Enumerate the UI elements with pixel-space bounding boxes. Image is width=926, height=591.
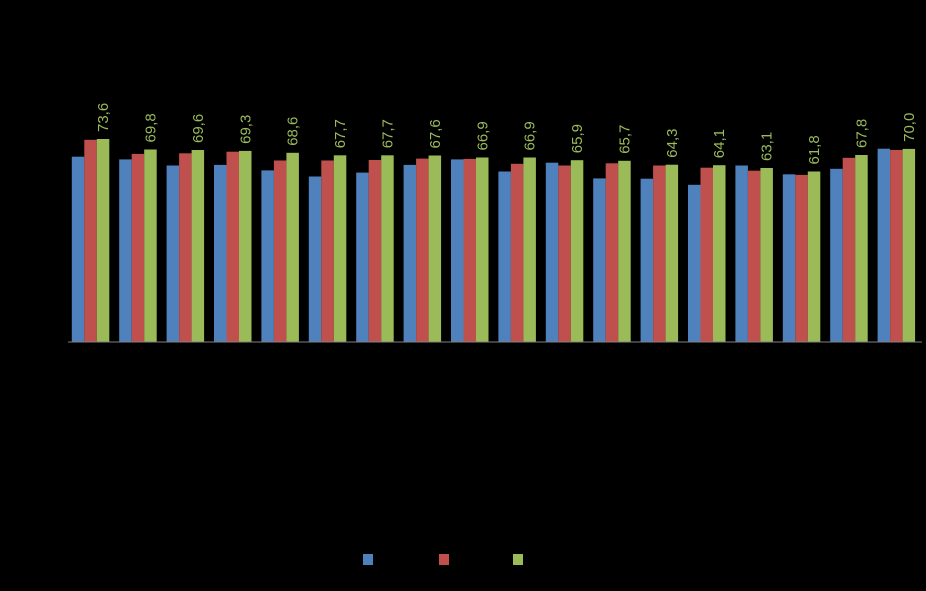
bar-s3-12 [618,160,631,342]
bar-s1-5 [261,170,274,342]
bar-s1-9 [451,159,464,342]
bar-s1-16 [782,174,796,342]
bar-s3-15 [760,168,773,342]
bar-s3-8 [428,155,442,342]
bar-s3-4 [239,150,252,342]
bar-s2-14 [700,167,713,342]
bar-s1-7 [356,172,369,342]
data-label-6: 67,7 [332,119,349,148]
bar-s2-15 [747,170,761,342]
bar-s2-11 [558,165,571,342]
bar-s3-2 [144,149,157,342]
bar-s3-1 [96,139,110,342]
bar-s3-7 [381,155,394,342]
bar-s1-18 [877,148,891,342]
data-labels-group: 73,6 69,8 69,6 69,3 68,6 67,7 67,7 67,6 66,9 66,9… [95,103,918,165]
bar-s1-13 [640,178,654,342]
bar-s2-13 [653,165,666,342]
bars-group [71,139,916,342]
bar-s1-8 [403,164,417,342]
bar-s2-8 [416,158,429,342]
data-label-18: 70,0 [901,113,918,142]
bar-s1-2 [119,159,132,342]
bar-s2-7 [368,160,382,342]
bar-s3-9 [476,157,489,342]
bar-s2-2 [131,153,145,342]
bar-s2-18 [890,150,903,342]
bar-s2-16 [795,174,808,342]
data-label-9: 66,9 [474,121,491,150]
legend-marker-2 [439,554,449,565]
bar-s1-6 [308,176,322,342]
data-label-14: 64,1 [711,129,728,158]
bar-s3-3 [191,150,205,342]
data-label-15: 63,1 [759,132,776,161]
bar-s3-17 [855,155,868,342]
bar-s3-14 [713,165,726,342]
bar-s1-14 [688,184,701,342]
data-label-4: 69,3 [237,115,254,144]
bar-s1-4 [214,164,227,342]
data-label-13: 64,3 [664,128,681,157]
data-label-3: 69,6 [190,114,207,143]
bar-s3-5 [286,152,299,342]
bar-s1-3 [166,165,180,342]
bar-s1-1 [71,156,85,342]
data-label-2: 69,8 [142,113,159,142]
data-label-10: 66,9 [522,121,539,150]
bar-s1-15 [735,165,748,342]
data-label-11: 65,9 [569,124,586,153]
bar-s2-10 [510,163,524,342]
data-label-17: 67,8 [853,119,870,148]
bar-s3-6 [333,155,347,342]
bar-s1-10 [498,171,511,342]
bar-s2-3 [179,153,192,342]
bar-s2-6 [321,160,334,342]
bar-s3-11 [570,160,584,342]
data-label-5: 68,6 [285,117,302,146]
bar-s2-5 [273,160,287,342]
legend-marker-1 [363,554,373,565]
data-label-1: 73,6 [95,103,112,132]
bar-s2-4 [226,151,239,342]
bar-s2-1 [84,139,97,342]
bar-s2-12 [605,163,619,342]
bar-s1-11 [545,162,559,342]
bar-s1-12 [593,178,606,342]
data-label-8: 67,6 [427,119,444,148]
legend [363,554,523,565]
data-label-12: 65,7 [616,125,633,154]
bar-s2-9 [463,158,476,342]
bar-s3-18 [902,148,916,342]
bar-s3-10 [523,157,536,342]
data-label-7: 67,7 [379,119,396,148]
legend-marker-3 [513,554,523,565]
bar-s2-17 [842,157,856,342]
data-label-16: 61,8 [806,135,823,164]
bar-s1-17 [830,168,843,342]
bar-s3-16 [807,171,821,342]
bar-s3-13 [665,164,679,342]
